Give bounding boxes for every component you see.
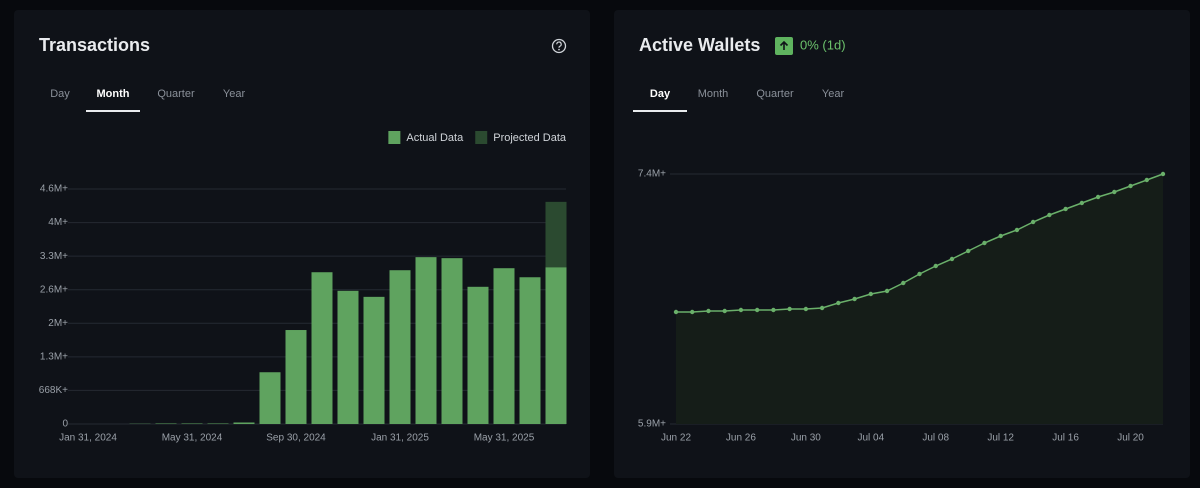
point	[933, 263, 938, 269]
bar	[519, 277, 541, 424]
legend-label: Projected Data	[493, 132, 567, 144]
tab[interactable]: Quarter	[157, 88, 195, 100]
point	[1079, 200, 1085, 206]
point	[722, 308, 727, 314]
x-tick-label: Jun 26	[726, 433, 756, 444]
point	[803, 306, 809, 312]
tab-underline	[86, 110, 140, 112]
y-tick-label: 668K+	[39, 385, 68, 396]
legend-label: Actual Data	[406, 132, 464, 144]
point	[966, 248, 971, 254]
point	[884, 288, 890, 294]
y-tick-label: 3.3M+	[40, 251, 68, 262]
help-icon[interactable]	[551, 38, 567, 54]
x-tick-label: Jun 30	[791, 433, 821, 444]
area	[676, 174, 1163, 424]
point	[852, 296, 857, 302]
y-tick-label: 5.9M+	[638, 419, 666, 430]
tab[interactable]: Year	[822, 88, 845, 100]
point	[673, 309, 679, 315]
bar	[155, 423, 177, 424]
tab[interactable]: Year	[223, 88, 246, 100]
y-tick-label: 4M+	[48, 217, 68, 228]
x-tick-label: Jun 22	[661, 433, 691, 444]
point	[868, 291, 873, 297]
bar	[389, 270, 411, 424]
point	[1144, 177, 1149, 183]
point	[949, 256, 955, 262]
point	[690, 309, 695, 315]
bar	[545, 267, 567, 424]
y-tick-label: 1.3M+	[40, 351, 68, 362]
y-tick-label: 2.6M+	[40, 284, 68, 295]
point	[819, 305, 825, 311]
point	[1112, 189, 1117, 195]
x-tick-label: May 31, 2024	[162, 433, 223, 444]
bar	[181, 423, 203, 424]
change-label: 0% (1d)	[800, 37, 846, 52]
bar	[415, 257, 437, 424]
tab-underline	[633, 110, 687, 112]
point	[998, 233, 1003, 239]
bar	[363, 296, 385, 424]
bar	[207, 423, 229, 424]
bar	[259, 372, 281, 424]
change-badge	[775, 37, 793, 55]
x-tick-label: May 31, 2025	[474, 433, 535, 444]
point	[1128, 183, 1133, 189]
point	[901, 280, 906, 286]
point	[771, 307, 776, 313]
x-tick-label: Jul 20	[1117, 433, 1144, 444]
bar	[311, 272, 333, 424]
point	[738, 307, 744, 313]
x-tick-label: Sep 30, 2024	[266, 433, 326, 444]
y-tick-label: 4.6M+	[40, 184, 68, 195]
bar	[545, 201, 567, 268]
x-tick-label: Jan 31, 2024	[59, 433, 117, 444]
y-tick-label: 7.4M+	[638, 169, 666, 180]
x-tick-label: Jul 16	[1052, 433, 1079, 444]
point	[982, 240, 987, 246]
y-tick-label: 0	[62, 419, 68, 430]
point	[1095, 194, 1101, 200]
point	[706, 308, 711, 314]
point	[1063, 206, 1068, 212]
legend-swatch	[475, 131, 488, 144]
point	[917, 271, 922, 277]
point	[836, 300, 841, 306]
tab[interactable]: Quarter	[756, 88, 794, 100]
bar	[337, 290, 359, 424]
bar	[467, 286, 489, 424]
point	[1047, 212, 1052, 218]
point	[1014, 227, 1020, 233]
tab[interactable]: Month	[698, 88, 729, 100]
point	[754, 307, 760, 313]
bar	[233, 422, 255, 424]
x-tick-label: Jan 31, 2025	[371, 433, 429, 444]
x-tick-label: Jul 04	[857, 433, 884, 444]
x-tick-label: Jul 08	[922, 433, 949, 444]
chart-title: Active Wallets	[639, 35, 760, 55]
chart-title: Transactions	[39, 35, 150, 55]
tab[interactable]: Month	[97, 88, 130, 100]
tab[interactable]: Day	[650, 88, 671, 100]
x-tick-label: Jul 12	[987, 433, 1014, 444]
bar	[285, 330, 307, 424]
bar	[441, 258, 463, 424]
legend-swatch	[388, 131, 401, 144]
point	[787, 306, 792, 312]
point	[1160, 171, 1166, 177]
point	[1030, 219, 1036, 225]
bar	[493, 268, 515, 424]
y-tick-label: 2M+	[48, 318, 68, 329]
tab[interactable]: Day	[50, 88, 70, 100]
